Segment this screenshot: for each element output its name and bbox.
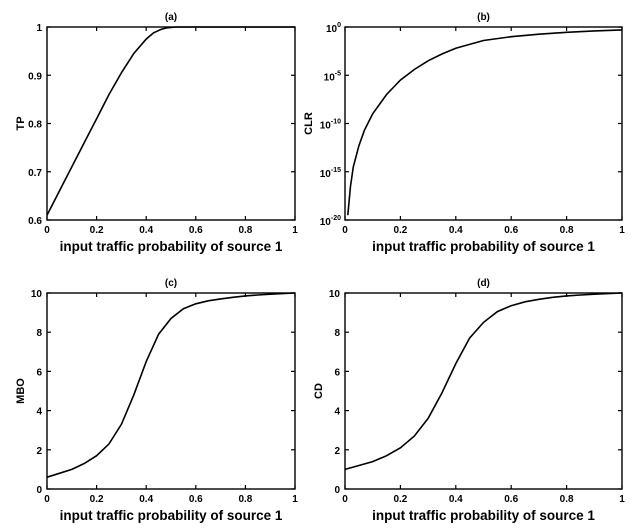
panel-a: (a) 0 0.2 0.4 0.6 0.8 1 0.6 0.7 0.8 0.9 1 input traf… bbox=[15, 12, 298, 254]
y-tick-label: 0 bbox=[334, 485, 340, 496]
x-tick-label: 0.2 bbox=[393, 494, 407, 505]
y-tick-label: 2 bbox=[36, 446, 42, 457]
plot-frame bbox=[46, 26, 296, 221]
x-tick-label: 0.8 bbox=[560, 494, 574, 505]
x-axis-label: input traffic probability of source 1 bbox=[372, 508, 595, 523]
y-tick-label: 100 bbox=[326, 22, 341, 35]
y-tick-label: 10 bbox=[329, 289, 341, 300]
y-axis-label: MBO bbox=[15, 378, 27, 404]
y-tick-label: 4 bbox=[334, 407, 340, 418]
y-axis-label: CLR bbox=[303, 112, 315, 135]
x-tick-label: 1 bbox=[292, 225, 298, 236]
y-tick-label: 4 bbox=[36, 407, 42, 418]
y-tick-label: 8 bbox=[334, 328, 340, 339]
y-tick-label: 0.8 bbox=[28, 120, 42, 131]
y-tick-label: 6 bbox=[36, 367, 42, 378]
x-tick-label: 0.6 bbox=[189, 494, 203, 505]
data-curve bbox=[46, 26, 295, 216]
panel-title: (b) bbox=[477, 12, 490, 23]
x-tick-label: 0.2 bbox=[90, 494, 104, 505]
x-tick-label: 0 bbox=[44, 225, 50, 236]
y-tick-label: 6 bbox=[334, 367, 340, 378]
x-tick-label: 1 bbox=[619, 494, 625, 505]
panel-title: (a) bbox=[165, 12, 177, 23]
y-tick-label: 8 bbox=[36, 328, 42, 339]
y-tick-label: 0.9 bbox=[28, 71, 42, 82]
x-tick-label: 0 bbox=[44, 494, 50, 505]
x-axis-label: input traffic probability of source 1 bbox=[372, 239, 595, 254]
x-tick-label: 0.2 bbox=[393, 225, 407, 236]
plot-frame bbox=[344, 26, 623, 221]
x-tick-label: 1 bbox=[292, 494, 298, 505]
x-tick-label: 0 bbox=[342, 494, 348, 505]
x-axis-label: input traffic probability of source 1 bbox=[60, 508, 283, 523]
y-tick-label: 10-15 bbox=[320, 167, 341, 180]
plot-frame bbox=[344, 292, 623, 490]
y-axis-label: TP bbox=[15, 116, 27, 130]
y-tick-label: 10-10 bbox=[320, 119, 341, 132]
y-tick-label: 10 bbox=[31, 289, 43, 300]
x-tick-label: 0.4 bbox=[139, 225, 153, 236]
x-tick-label: 0.6 bbox=[504, 494, 518, 505]
x-tick-label: 0.6 bbox=[504, 225, 518, 236]
x-tick-label: 0.6 bbox=[189, 225, 203, 236]
x-tick-label: 0 bbox=[342, 225, 348, 236]
panel-title: (c) bbox=[165, 278, 177, 289]
y-tick-label: 0.7 bbox=[28, 168, 42, 179]
y-tick-label: 0 bbox=[36, 485, 42, 496]
panel-title: (d) bbox=[477, 278, 490, 289]
panel-b: (b) 0 0.2 0.4 0.6 0.8 1 100 10-5 10-10 10-15 10-20 i… bbox=[303, 12, 625, 254]
y-tick-label: 10-20 bbox=[320, 215, 341, 228]
x-axis-label: input traffic probability of source 1 bbox=[60, 239, 283, 254]
data-curve bbox=[46, 292, 296, 478]
x-tick-label: 0.4 bbox=[449, 494, 463, 505]
data-curve bbox=[347, 29, 623, 216]
x-tick-label: 1 bbox=[619, 225, 625, 236]
data-curve bbox=[344, 292, 623, 471]
y-tick-label: 0.6 bbox=[28, 216, 42, 227]
y-axis-label: CD bbox=[313, 383, 325, 399]
x-tick-label: 0.8 bbox=[560, 225, 574, 236]
y-tick-label: 2 bbox=[334, 446, 340, 457]
x-tick-label: 0.8 bbox=[238, 494, 252, 505]
x-tick-label: 0.2 bbox=[90, 225, 104, 236]
x-tick-label: 0.8 bbox=[238, 225, 252, 236]
y-tick-label: 10-5 bbox=[324, 70, 341, 83]
y-tick-label: 1 bbox=[36, 23, 42, 34]
x-tick-label: 0.4 bbox=[449, 225, 463, 236]
plot-frame bbox=[46, 292, 296, 490]
x-tick-label: 0.4 bbox=[139, 494, 153, 505]
